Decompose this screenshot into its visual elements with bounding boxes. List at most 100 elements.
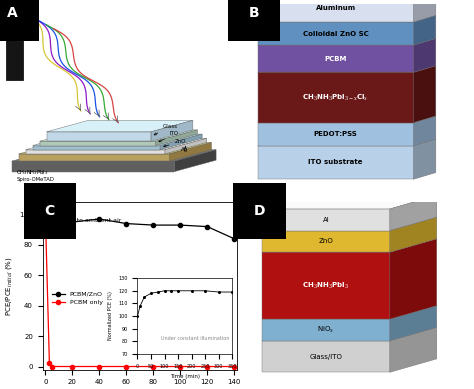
- Text: Colloidal ZnO SC: Colloidal ZnO SC: [303, 30, 368, 37]
- Text: Spiro-OMeTAD: Spiro-OMeTAD: [16, 177, 54, 182]
- Polygon shape: [390, 306, 437, 341]
- PCBM only: [231, 364, 237, 369]
- Polygon shape: [258, 45, 413, 72]
- PCBM/ZnO: [46, 220, 52, 224]
- Text: ZnO: ZnO: [164, 139, 186, 147]
- Polygon shape: [390, 217, 437, 252]
- Polygon shape: [413, 66, 436, 123]
- Polygon shape: [258, 0, 413, 22]
- PCBM/ZnO: [49, 221, 55, 226]
- Polygon shape: [258, 123, 413, 146]
- Polygon shape: [262, 196, 437, 209]
- Polygon shape: [18, 154, 170, 161]
- PCBM only: [49, 364, 55, 369]
- Line: PCBM only: PCBM only: [43, 212, 237, 369]
- Polygon shape: [170, 142, 211, 161]
- Polygon shape: [262, 252, 390, 319]
- Text: Glass/ITO: Glass/ITO: [310, 354, 342, 359]
- Polygon shape: [258, 116, 436, 123]
- Polygon shape: [6, 8, 23, 80]
- Text: D: D: [253, 204, 265, 218]
- Polygon shape: [33, 145, 160, 150]
- Polygon shape: [258, 72, 413, 123]
- Polygon shape: [26, 150, 165, 154]
- Text: B: B: [249, 6, 259, 20]
- Polygon shape: [33, 134, 202, 145]
- Polygon shape: [262, 319, 390, 341]
- Text: CH$_3$NH$_3$PbI$_{3-x}$Cl$_x$: CH$_3$NH$_3$PbI$_{3-x}$Cl$_x$: [302, 92, 369, 103]
- Polygon shape: [413, 15, 436, 45]
- PCBM/ZnO: [97, 217, 102, 221]
- Polygon shape: [160, 134, 202, 150]
- Polygon shape: [12, 161, 174, 172]
- Text: NiO$_x$: NiO$_x$: [317, 325, 335, 335]
- Polygon shape: [262, 328, 437, 341]
- Polygon shape: [262, 209, 390, 231]
- Polygon shape: [413, 0, 436, 22]
- Polygon shape: [413, 39, 436, 72]
- Text: ITO: ITO: [159, 131, 179, 142]
- Y-axis label: PCE/PCE$_{initial}$ (%): PCE/PCE$_{initial}$ (%): [4, 256, 14, 316]
- Polygon shape: [262, 239, 437, 252]
- Polygon shape: [18, 142, 211, 154]
- Polygon shape: [155, 130, 198, 145]
- Text: C: C: [45, 204, 55, 218]
- PCBM/ZnO: [70, 220, 75, 224]
- Text: Aluminum: Aluminum: [316, 5, 356, 11]
- Polygon shape: [413, 139, 436, 179]
- Polygon shape: [39, 130, 198, 141]
- Polygon shape: [262, 231, 390, 252]
- Polygon shape: [258, 15, 436, 22]
- PCBM/ZnO: [150, 223, 156, 228]
- Legend: PCBM/ZnO, PCBM only: PCBM/ZnO, PCBM only: [50, 289, 105, 308]
- Text: PEDOT:PSS: PEDOT:PSS: [314, 131, 357, 137]
- Polygon shape: [390, 239, 437, 319]
- Polygon shape: [258, 39, 436, 45]
- Polygon shape: [390, 196, 437, 231]
- Polygon shape: [46, 120, 193, 132]
- Polygon shape: [258, 146, 413, 179]
- PCBM/ZnO: [204, 224, 210, 229]
- Polygon shape: [262, 341, 390, 372]
- Polygon shape: [165, 138, 207, 154]
- Polygon shape: [390, 328, 437, 372]
- Polygon shape: [258, 22, 413, 45]
- Text: CH$_3$NH$_3$PbI$_3$: CH$_3$NH$_3$PbI$_3$: [16, 168, 49, 177]
- Polygon shape: [174, 150, 216, 172]
- Polygon shape: [413, 116, 436, 146]
- Text: A: A: [7, 6, 18, 20]
- PCBM/ZnO: [177, 223, 183, 228]
- PCBM only: [177, 364, 183, 369]
- Polygon shape: [262, 217, 437, 231]
- PCBM only: [43, 212, 48, 217]
- Text: PCBM: PCBM: [324, 56, 347, 62]
- Polygon shape: [26, 138, 207, 150]
- Text: ZnO: ZnO: [319, 238, 333, 244]
- PCBM only: [124, 364, 129, 369]
- Text: ITO substrate: ITO substrate: [309, 159, 363, 165]
- Text: Al: Al: [322, 217, 329, 223]
- PCBM/ZnO: [124, 221, 129, 226]
- Y-axis label: Normalized PCE (%): Normalized PCE (%): [108, 292, 113, 340]
- PCBM only: [46, 361, 52, 366]
- PCBM only: [204, 364, 210, 369]
- PCBM/ZnO: [43, 212, 48, 217]
- PCBM only: [150, 364, 156, 369]
- Text: Exposed to ambient air: Exposed to ambient air: [48, 218, 122, 223]
- Line: PCBM/ZnO: PCBM/ZnO: [43, 212, 237, 241]
- Polygon shape: [12, 150, 216, 161]
- Polygon shape: [151, 120, 193, 141]
- Text: Ag: Ag: [181, 146, 189, 152]
- PCBM/ZnO: [231, 237, 237, 241]
- Text: Glass: Glass: [154, 124, 178, 135]
- Text: Under constant illumination: Under constant illumination: [161, 336, 229, 341]
- PCBM only: [97, 364, 102, 369]
- Polygon shape: [46, 132, 151, 141]
- PCBM only: [70, 364, 75, 369]
- Polygon shape: [262, 306, 437, 319]
- Text: CH$_3$NH$_3$PbI$_3$: CH$_3$NH$_3$PbI$_3$: [302, 280, 349, 291]
- Polygon shape: [258, 139, 436, 146]
- Polygon shape: [39, 141, 155, 145]
- Polygon shape: [258, 66, 436, 72]
- X-axis label: Time (min): Time (min): [170, 374, 200, 379]
